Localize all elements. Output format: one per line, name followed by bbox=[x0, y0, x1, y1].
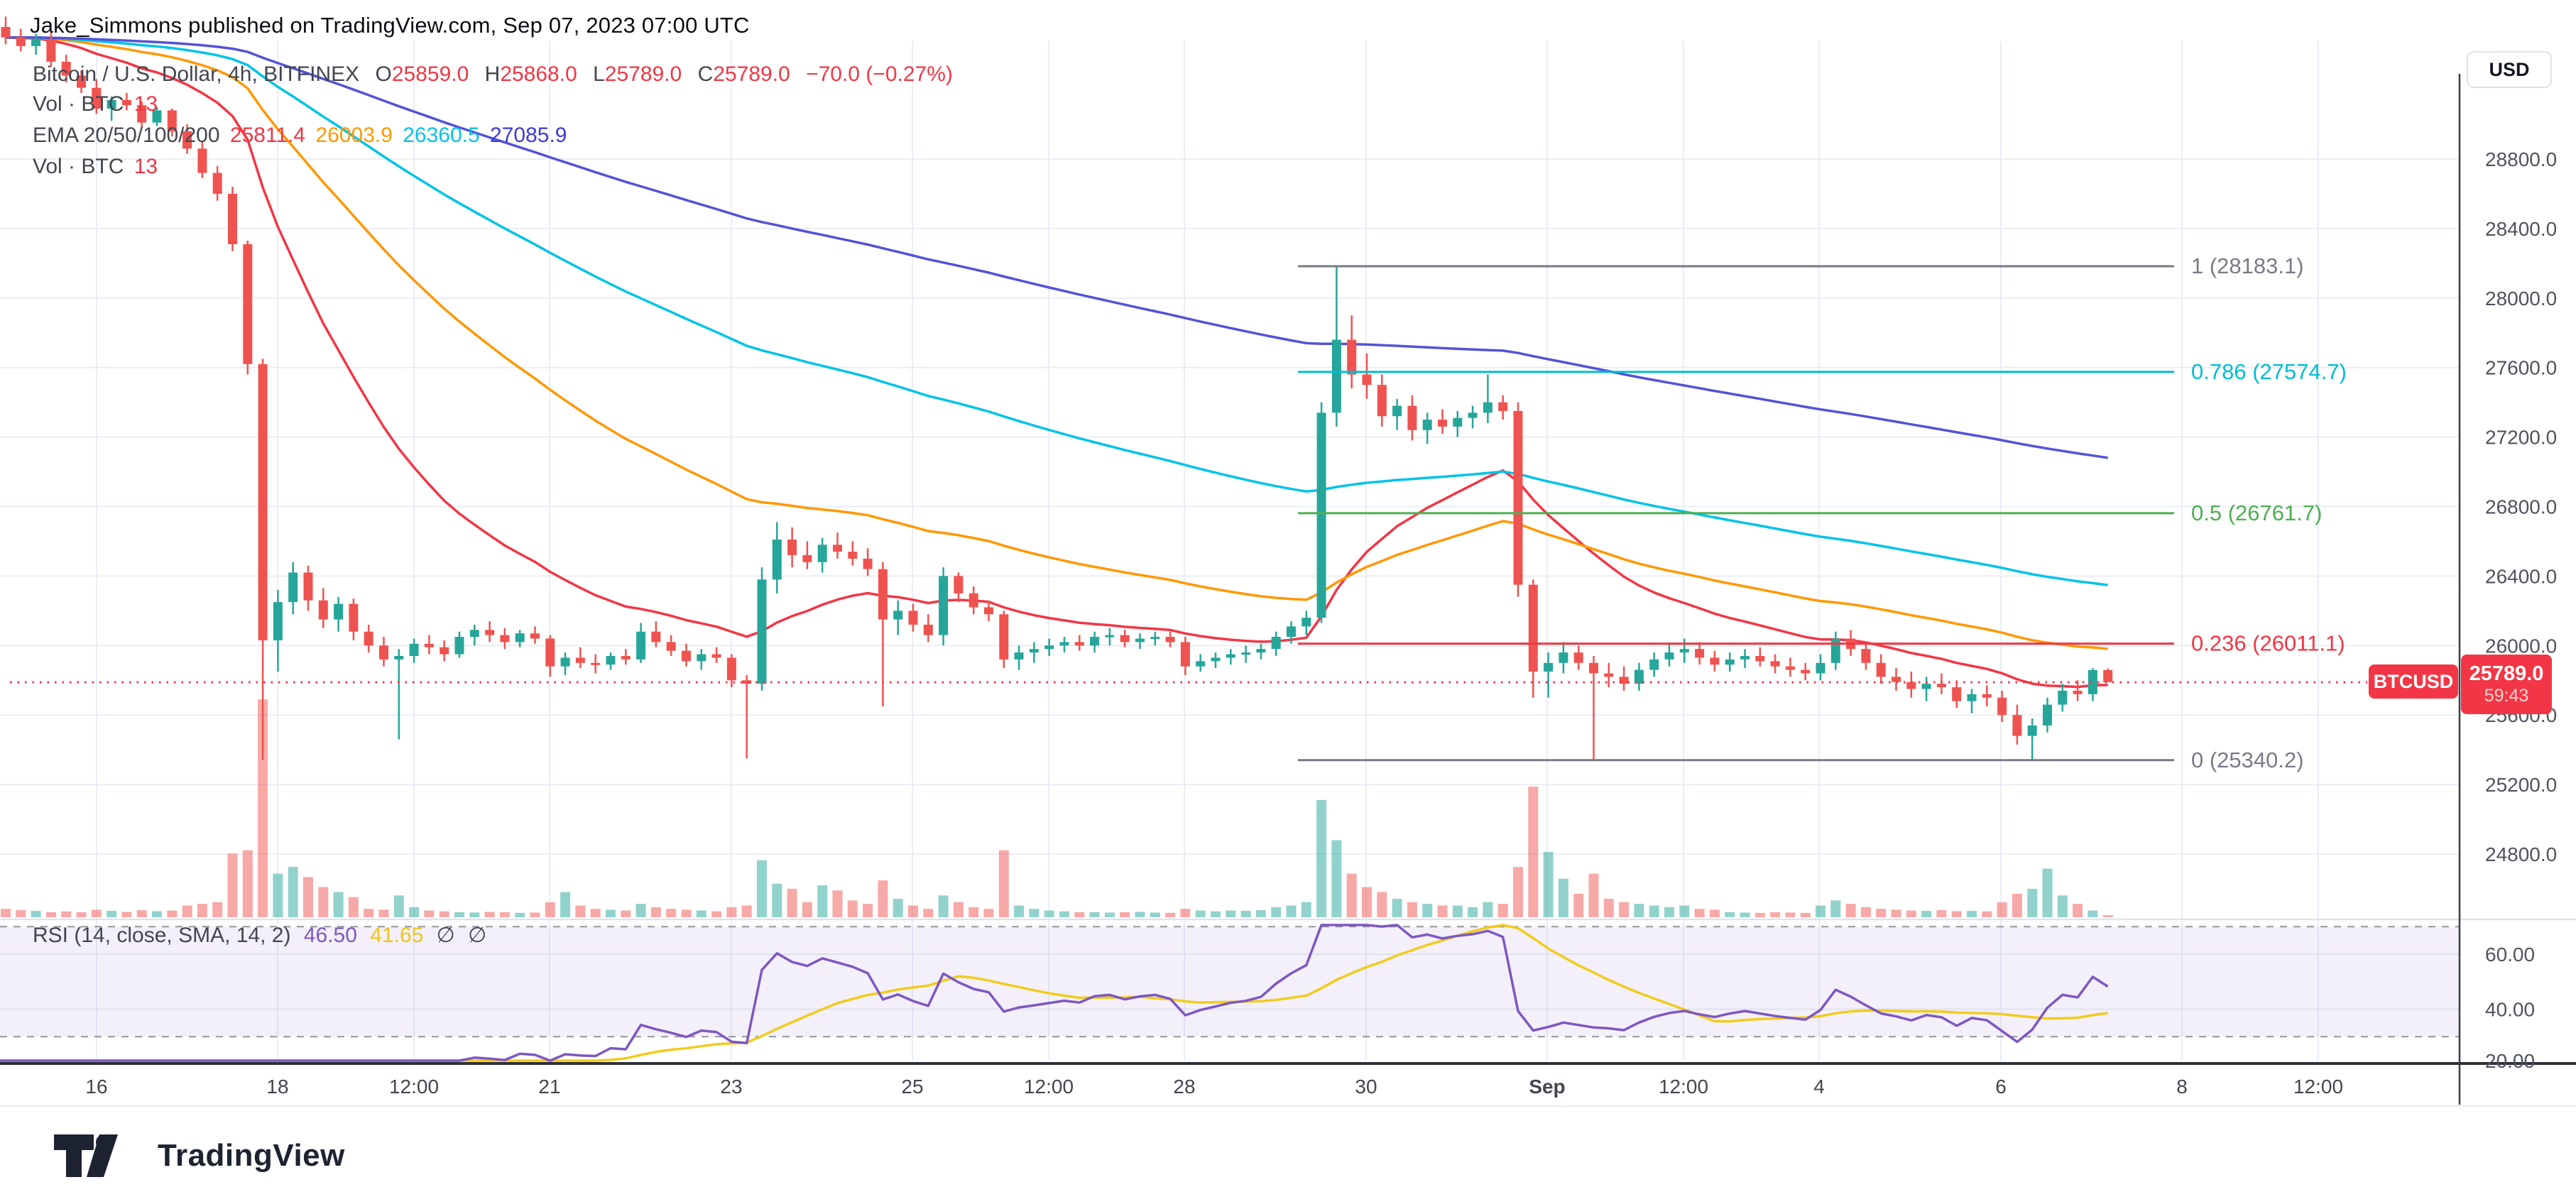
ema-lines bbox=[5, 35, 2108, 689]
price-tick-label: 25200.0 bbox=[2485, 774, 2557, 796]
fib-level-label: 0 (25340.2) bbox=[2191, 748, 2304, 772]
ema20-line bbox=[5, 35, 2108, 689]
last-price-axis-badge: 25789.0 59:43 bbox=[2461, 655, 2552, 714]
time-tick-label: 4 bbox=[1813, 1076, 1825, 1098]
price-tick-label: 24800.0 bbox=[2485, 843, 2557, 865]
time-tick-label: 28 bbox=[1173, 1076, 1195, 1098]
volume-value: 13 bbox=[133, 92, 158, 116]
change-value: −70.0 (−0.27%) bbox=[806, 62, 953, 86]
currency-toggle-button[interactable]: USD bbox=[2467, 51, 2552, 88]
bar-countdown: 59:43 bbox=[2484, 686, 2529, 706]
time-axis[interactable]: 16 18 12:00 21 23 25 12:00 28 30 Sep 12:00 4 6 8 12:00 bbox=[85, 1076, 2343, 1098]
time-tick-label: 6 bbox=[1995, 1076, 2007, 1098]
rsi-label[interactable]: RSI (14, close, SMA, 14, 2) bbox=[33, 924, 291, 947]
rsi-empty-marker: ∅ bbox=[436, 924, 455, 947]
time-tick-label: 12:00 bbox=[2293, 1076, 2343, 1098]
time-tick-label: 12:00 bbox=[389, 1076, 439, 1098]
volume-value: 13 bbox=[133, 155, 158, 178]
open-label: O bbox=[375, 62, 392, 86]
time-tick-label: 12:00 bbox=[1659, 1076, 1708, 1098]
ema200-line bbox=[5, 35, 2108, 459]
rsi-sma-line bbox=[0, 924, 2108, 1062]
ema20-value: 25811.4 bbox=[229, 124, 306, 147]
price-tick-label: 28400.0 bbox=[2485, 218, 2557, 240]
price-tick-label: 28000.0 bbox=[2485, 288, 2557, 310]
rsi-legend: RSI (14, close, SMA, 14, 2) 46.50 41.65 … bbox=[33, 923, 493, 948]
symbol-legend: Bitcoin / U.S. Dollar, 4h, BITFINEX O258… bbox=[33, 62, 953, 87]
volume-legend-1: Vol · BTC 13 bbox=[33, 92, 158, 116]
time-tick-label: 12:00 bbox=[1024, 1076, 1074, 1098]
ema100-line bbox=[5, 35, 2108, 586]
time-tick-label: 16 bbox=[85, 1076, 107, 1098]
time-tick-label: 21 bbox=[538, 1076, 560, 1098]
rsi-sma-value: 41.65 bbox=[370, 924, 424, 947]
price-tick-label: 26000.0 bbox=[2485, 635, 2557, 657]
open-value: 25859.0 bbox=[391, 62, 469, 86]
low-value: 25789.0 bbox=[604, 62, 682, 86]
rsi-value: 46.50 bbox=[303, 924, 357, 947]
symbol-name[interactable]: Bitcoin / U.S. Dollar, 4h, BITFINEX bbox=[33, 62, 360, 86]
grid-lines bbox=[0, 41, 2460, 1061]
ema-label[interactable]: EMA 20/50/100/200 bbox=[33, 124, 220, 147]
ema100-value: 26360.5 bbox=[403, 124, 480, 147]
fib-level-label: 1 (28183.1) bbox=[2191, 253, 2304, 278]
close-value: 25789.0 bbox=[713, 62, 790, 86]
price-tick-label: 28800.0 bbox=[2485, 148, 2557, 170]
volume-label[interactable]: Vol · BTC bbox=[33, 92, 124, 116]
time-tick-label: 8 bbox=[2176, 1076, 2188, 1098]
tradingview-logo[interactable]: TradingView bbox=[53, 1133, 345, 1178]
candles bbox=[1, 16, 2113, 760]
ema50-line bbox=[5, 35, 2108, 650]
fib-retracement: 1 (28183.1) 0.786 (27574.7) 0.5 (26761.7) 0… bbox=[1298, 253, 2347, 772]
volume-label[interactable]: Vol · BTC bbox=[33, 155, 124, 178]
ema200-value: 27085.9 bbox=[490, 124, 567, 147]
price-axis[interactable]: 28800.0 28400.0 28000.0 27600.0 27200.0 26800… bbox=[2485, 148, 2557, 1072]
price-tick-label: 26400.0 bbox=[2485, 565, 2557, 587]
time-tick-label: 25 bbox=[901, 1076, 923, 1098]
price-tick-label: 27200.0 bbox=[2485, 427, 2557, 449]
last-price-value: 25789.0 bbox=[2469, 662, 2544, 685]
tradingview-logo-text: TradingView bbox=[158, 1138, 345, 1173]
rsi-tick-label: 40.00 bbox=[2485, 999, 2535, 1021]
tradingview-logo-icon bbox=[54, 1134, 118, 1177]
rsi-lines bbox=[0, 924, 2109, 1062]
high-label: H bbox=[484, 62, 501, 86]
time-tick-label: 23 bbox=[720, 1076, 742, 1098]
rsi-tick-label: 60.00 bbox=[2485, 943, 2535, 966]
price-tick-label: 26800.0 bbox=[2485, 496, 2557, 518]
time-tick-label: Sep bbox=[1529, 1076, 1565, 1098]
time-tick-label: 18 bbox=[266, 1076, 288, 1098]
low-label: L bbox=[593, 62, 605, 86]
volume-bars bbox=[1, 699, 2113, 917]
rsi-line bbox=[0, 924, 2109, 1062]
rsi-tick-label: 20.00 bbox=[2485, 1050, 2535, 1072]
volume-legend-2: Vol · BTC 13 bbox=[33, 155, 158, 179]
ema50-value: 26003.9 bbox=[315, 124, 393, 147]
fib-level-label: 0.786 (27574.7) bbox=[2191, 359, 2347, 384]
ema-legend: EMA 20/50/100/200 25811.4 26003.9 26360.… bbox=[33, 124, 567, 148]
high-value: 25868.0 bbox=[500, 62, 577, 86]
fib-level-label: 0.5 (26761.7) bbox=[2191, 500, 2322, 525]
rsi-empty-marker: ∅ bbox=[468, 924, 487, 947]
symbol-price-line-badge: BTCUSD bbox=[2369, 664, 2458, 699]
price-tick-label: 27600.0 bbox=[2485, 357, 2557, 379]
page-title: Jake_Simmons published on TradingView.co… bbox=[30, 13, 750, 38]
close-label: C bbox=[697, 62, 714, 86]
axis-frame bbox=[0, 74, 2576, 1107]
fib-level-label: 0.236 (26011.1) bbox=[2191, 631, 2345, 656]
time-tick-label: 30 bbox=[1355, 1076, 1377, 1098]
